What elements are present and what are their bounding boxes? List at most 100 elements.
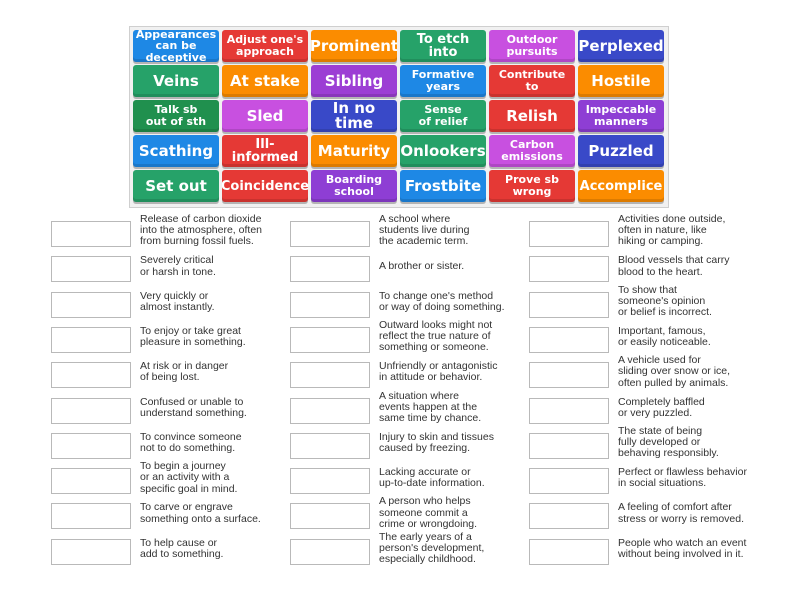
definition-text: A brother or sister. xyxy=(379,260,465,273)
definition-text: Release of carbon dioxide into the atmos… xyxy=(140,213,262,248)
definition-row: Activities done outside, often in nature… xyxy=(529,213,764,247)
definition-row: Blood vessels that carry blood to the he… xyxy=(529,249,764,283)
definition-text: Confused or unable to understand somethi… xyxy=(140,395,247,419)
answer-drop-box[interactable] xyxy=(51,326,131,353)
answer-tile[interactable]: Boarding school xyxy=(311,170,397,202)
definition-row: People who watch an event without being … xyxy=(529,532,764,565)
answer-drop-box[interactable] xyxy=(529,221,609,247)
answer-tile[interactable]: To etch into xyxy=(400,30,486,62)
answer-drop-box[interactable] xyxy=(290,538,370,565)
answer-tile[interactable]: Hostile xyxy=(578,65,664,97)
definition-row: Release of carbon dioxide into the atmos… xyxy=(51,213,286,247)
definition-row: A vehicle used for sliding over snow or … xyxy=(529,355,764,389)
answer-drop-box[interactable] xyxy=(51,362,131,389)
definition-row: To begin a journey or an activity with a… xyxy=(51,461,286,495)
answer-drop-box[interactable] xyxy=(290,503,370,530)
definition-list: Release of carbon dioxide into the atmos… xyxy=(0,213,800,594)
answer-tile[interactable]: Onlookers xyxy=(400,135,486,167)
answer-tile[interactable]: Sled xyxy=(222,100,308,132)
answer-drop-box[interactable] xyxy=(51,432,131,459)
answer-tile[interactable]: Frostbite xyxy=(400,170,486,202)
answer-drop-box[interactable] xyxy=(529,503,609,530)
answer-drop-box[interactable] xyxy=(529,538,609,565)
answer-tile[interactable]: Scathing xyxy=(133,135,219,167)
definition-row: Confused or unable to understand somethi… xyxy=(51,391,286,424)
answer-drop-box[interactable] xyxy=(51,221,131,247)
definition-row: The state of being fully developed or be… xyxy=(529,425,764,459)
answer-drop-box[interactable] xyxy=(290,397,370,424)
answer-tile[interactable]: Set out xyxy=(133,170,219,202)
definition-text: Lacking accurate or up-to-date informati… xyxy=(379,466,485,490)
answer-tile[interactable]: Accomplice xyxy=(578,170,664,202)
answer-drop-box[interactable] xyxy=(529,291,609,318)
definition-row: A school where students live during the … xyxy=(290,213,525,247)
answer-drop-box[interactable] xyxy=(51,397,131,424)
answer-drop-box[interactable] xyxy=(290,291,370,318)
definition-row: The early years of a person's developmen… xyxy=(290,531,525,565)
answer-drop-box[interactable] xyxy=(290,256,370,283)
answer-drop-box[interactable] xyxy=(529,256,609,283)
definition-text: Very quickly or almost instantly. xyxy=(140,289,215,313)
definition-text: At risk or in danger of being lost. xyxy=(140,360,229,384)
answer-drop-box[interactable] xyxy=(51,256,131,283)
answer-tile[interactable]: Puzzled xyxy=(578,135,664,167)
definition-text: The state of being fully developed or be… xyxy=(618,424,719,460)
definition-row: Lacking accurate or up-to-date informati… xyxy=(290,461,525,495)
answer-tile[interactable]: Adjust one's approach xyxy=(222,30,308,62)
answer-tile[interactable]: Sibling xyxy=(311,65,397,97)
answer-tile[interactable]: Maturity xyxy=(311,135,397,167)
answer-drop-box[interactable] xyxy=(529,468,609,495)
definition-text: Outward looks might not reflect the true… xyxy=(379,318,493,354)
answer-drop-box[interactable] xyxy=(51,291,131,318)
answer-tile[interactable]: Relish xyxy=(489,100,575,132)
definition-row: A feeling of comfort after stress or wor… xyxy=(529,496,764,530)
answer-tile[interactable]: Appearances can be deceptive xyxy=(133,30,219,62)
definition-row: Severely critical or harsh in tone. xyxy=(51,249,286,283)
definition-row: At risk or in danger of being lost. xyxy=(51,355,286,389)
answer-tile[interactable]: Formative years xyxy=(400,65,486,97)
answer-tile[interactable]: In no time xyxy=(311,100,397,132)
answer-tile[interactable]: Talk sb out of sth xyxy=(133,100,219,132)
answer-drop-box[interactable] xyxy=(529,326,609,353)
answer-drop-box[interactable] xyxy=(290,468,370,495)
definition-row: Perfect or flawless behavior in social s… xyxy=(529,461,764,495)
definition-text: A school where students live during the … xyxy=(379,213,470,248)
definition-row: A brother or sister. xyxy=(290,249,525,283)
definition-row: To show that someone's opinion or belief… xyxy=(529,284,764,318)
answer-drop-box[interactable] xyxy=(290,432,370,459)
definition-row: To enjoy or take great pleasure in somet… xyxy=(51,320,286,353)
answer-tile[interactable]: Prominent xyxy=(311,30,397,62)
answer-tile[interactable]: Ill-informed xyxy=(222,135,308,167)
definition-row: To convince someone not to do something. xyxy=(51,426,286,459)
answer-tile[interactable]: Perplexed xyxy=(578,30,664,62)
answer-drop-box[interactable] xyxy=(290,221,370,247)
definition-text: The early years of a person's developmen… xyxy=(379,530,485,566)
definition-text: Activities done outside, often in nature… xyxy=(618,213,726,248)
answer-drop-box[interactable] xyxy=(529,432,609,459)
definition-row: To carve or engrave something onto a sur… xyxy=(51,496,286,530)
answer-tile[interactable]: Contribute to xyxy=(489,65,575,97)
answer-tile[interactable]: Prove sb wrong xyxy=(489,170,575,202)
answer-tile[interactable]: Veins xyxy=(133,65,219,97)
answer-drop-box[interactable] xyxy=(529,397,609,424)
answer-drop-box[interactable] xyxy=(51,503,131,530)
answer-tile[interactable]: At stake xyxy=(222,65,308,97)
answer-tile[interactable]: Coincidence xyxy=(222,170,308,202)
answer-tile[interactable]: Outdoor pursuits xyxy=(489,30,575,62)
answer-drop-box[interactable] xyxy=(529,362,609,389)
answer-drop-box[interactable] xyxy=(51,468,131,495)
answer-drop-box[interactable] xyxy=(290,326,370,353)
definition-row: To change one's method or way of doing s… xyxy=(290,285,525,318)
answer-drop-box[interactable] xyxy=(290,362,370,389)
answer-tile[interactable]: Carbon emissions xyxy=(489,135,575,167)
definition-text: To carve or engrave something onto a sur… xyxy=(140,501,261,525)
definition-text: To enjoy or take great pleasure in somet… xyxy=(140,324,246,349)
answer-tile[interactable]: Sense of relief xyxy=(400,100,486,132)
definition-row: Important, famous, or easily noticeable. xyxy=(529,320,764,353)
definition-text: A person who helps someone commit a crim… xyxy=(379,495,478,530)
definition-text: To convince someone not to do something. xyxy=(140,430,242,454)
definition-row: To help cause or add to something. xyxy=(51,532,286,565)
definition-text: Completely baffled or very puzzled. xyxy=(618,395,705,419)
answer-drop-box[interactable] xyxy=(51,538,131,565)
answer-tile[interactable]: Impeccable manners xyxy=(578,100,664,132)
